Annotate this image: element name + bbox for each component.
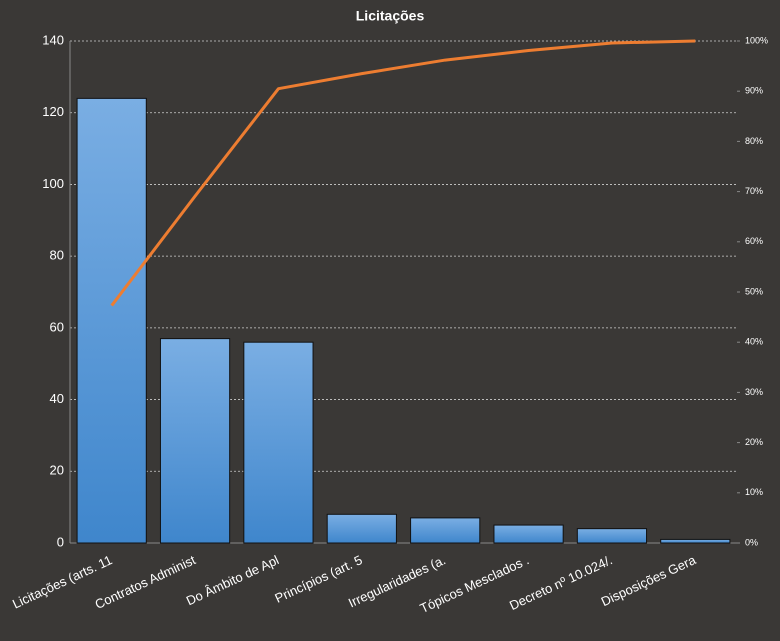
bar — [493, 524, 564, 544]
y-tick-label: 140 — [42, 32, 64, 47]
bar — [326, 513, 397, 544]
cumulative-line — [110, 39, 696, 307]
y-tick-label: 20 — [50, 463, 64, 478]
chart-title: Licitações — [356, 8, 425, 24]
y2-tick-label: 80% — [745, 136, 763, 146]
y-tick-label: 100 — [42, 176, 64, 191]
y-tick-label: 0 — [57, 534, 64, 549]
y2-tick-label: 70% — [745, 186, 763, 196]
y-tick-label: 40 — [50, 391, 64, 406]
y2-tick-label: 90% — [745, 86, 763, 96]
y-tick-label: 120 — [42, 104, 64, 119]
bar — [576, 528, 648, 544]
y2-tick-label: 50% — [745, 286, 763, 296]
y2-tick-label: 100% — [745, 35, 768, 45]
y2-tick-label: 0% — [745, 537, 758, 547]
y-tick-label: 80 — [50, 248, 64, 263]
bar — [410, 517, 481, 544]
y2-tick-label: 40% — [745, 337, 763, 347]
bar — [243, 341, 314, 544]
bar — [660, 538, 731, 544]
y2-tick-label: 60% — [745, 236, 763, 246]
y2-tick-label: 30% — [745, 387, 763, 397]
y-tick-label: 60 — [50, 319, 64, 334]
bar — [159, 338, 231, 544]
y2-tick-label: 20% — [745, 437, 763, 447]
y2-tick-label: 10% — [745, 487, 763, 497]
bar — [76, 97, 147, 544]
